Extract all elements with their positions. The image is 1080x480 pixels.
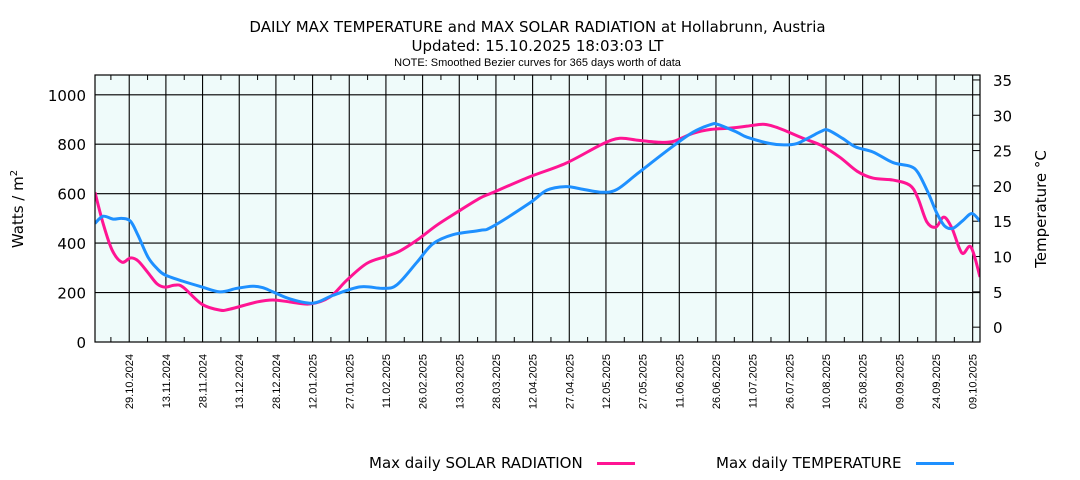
x-tick-label: 11.02.2025: [381, 354, 393, 408]
y-left-axis-title: Watts / m2: [9, 170, 27, 248]
y-right-tick-label: 15: [993, 213, 1012, 231]
series-layer: [94, 121, 981, 313]
x-tick-label: 12.05.2025: [601, 354, 613, 409]
x-tick-label: 28.03.2025: [491, 354, 503, 409]
x-tick-label: 13.11.2024: [161, 354, 173, 408]
y-left-tick-label: 600: [57, 186, 86, 204]
chart-note: NOTE: Smoothed Bezier curves for 365 day…: [394, 57, 681, 69]
x-tick-label: 28.12.2024: [271, 354, 283, 409]
y-right-tick-label: 30: [993, 107, 1012, 125]
x-tick-label: 11.07.2025: [748, 354, 760, 408]
x-tick-label: 26.06.2025: [711, 354, 723, 409]
y-left-tick-label: 800: [57, 136, 86, 154]
y-right-axis-title: Temperature °C: [1032, 150, 1050, 269]
x-tick-label: 11.06.2025: [674, 354, 686, 408]
x-tick-label: 27.05.2025: [638, 354, 650, 409]
y-right-tick-label: 25: [993, 143, 1012, 161]
legend-solar-label: Max daily SOLAR RADIATION: [369, 454, 583, 472]
legend-item-temperature: Max daily TEMPERATURE: [716, 454, 954, 472]
y-right-tick-label: 20: [993, 178, 1012, 196]
x-tick-label: 26.07.2025: [784, 354, 796, 409]
chart-updated: Updated: 15.10.2025 18:03:03 LT: [411, 37, 664, 55]
y-left-tick-label: 1000: [48, 87, 86, 105]
legend-solar-swatch: [596, 461, 635, 465]
x-tick-label: 09.10.2025: [968, 354, 980, 409]
x-tick-label: 12.04.2025: [528, 354, 540, 409]
y-right-tick-label: 0: [993, 319, 1003, 337]
x-tick-label: 10.08.2025: [821, 354, 833, 409]
legend-temperature-swatch: [915, 461, 954, 465]
y-right-tick-label: 35: [993, 72, 1012, 90]
chart-title: DAILY MAX TEMPERATURE and MAX SOLAR RADI…: [249, 18, 826, 36]
x-tick-label: 09.09.2025: [894, 354, 906, 409]
x-tick-label: 12.01.2025: [308, 354, 320, 409]
x-tick-label: 27.04.2025: [564, 354, 576, 409]
plot-area: [95, 75, 980, 342]
y-right-tick-label: 10: [993, 249, 1012, 267]
x-tick-label: 24.09.2025: [931, 354, 943, 409]
y-left-tick-label: 400: [57, 235, 86, 253]
x-tick-label: 29.10.2024: [124, 354, 136, 409]
x-tick-label: 26.02.2025: [418, 354, 430, 409]
y-right-tick-label: 5: [993, 284, 1003, 302]
y-left-tick-label: 0: [76, 334, 86, 352]
x-tick-label: 28.11.2024: [198, 354, 210, 408]
legend-item-solar: Max daily SOLAR RADIATION: [369, 454, 635, 472]
x-tick-label: 13.03.2025: [454, 354, 466, 409]
x-tick-label: 13.12.2024: [234, 354, 246, 409]
plot-border: [94, 74, 981, 343]
x-tick-label: 27.01.2025: [344, 354, 356, 409]
x-tick-label: 25.08.2025: [858, 354, 870, 409]
legend-temperature-label: Max daily TEMPERATURE: [716, 454, 902, 472]
grid-lines: [95, 75, 980, 342]
axis-labels: 0 200 400 600 800 1000 0 5 10 15 20 25 30 35 29.10.202…: [48, 72, 1012, 409]
y-left-tick-label: 200: [57, 285, 86, 303]
